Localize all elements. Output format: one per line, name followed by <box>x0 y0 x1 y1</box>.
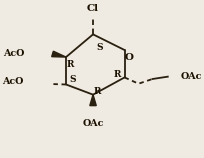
Text: R: R <box>114 70 121 79</box>
Text: R: R <box>67 60 74 69</box>
Text: AcO: AcO <box>2 77 23 86</box>
Text: O: O <box>125 53 134 62</box>
Text: OAc: OAc <box>82 119 104 128</box>
Text: Cl: Cl <box>87 4 99 13</box>
Polygon shape <box>90 95 96 106</box>
Text: OAc: OAc <box>180 72 202 81</box>
Text: R: R <box>93 87 101 96</box>
Text: S: S <box>69 75 75 83</box>
Text: S: S <box>96 43 103 52</box>
Polygon shape <box>52 51 66 57</box>
Text: AcO: AcO <box>3 49 25 58</box>
